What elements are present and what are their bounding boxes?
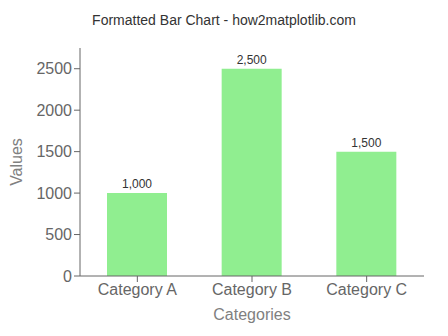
svg-text:500: 500 (45, 226, 72, 243)
svg-text:1,500: 1,500 (351, 136, 381, 150)
svg-text:Categories: Categories (213, 306, 290, 323)
svg-text:2,500: 2,500 (237, 53, 267, 67)
svg-text:Values: Values (8, 138, 25, 186)
svg-text:1500: 1500 (36, 143, 72, 160)
svg-text:Category A: Category A (98, 281, 177, 298)
svg-text:Category C: Category C (326, 281, 407, 298)
svg-text:0: 0 (63, 268, 72, 285)
svg-text:1000: 1000 (36, 185, 72, 202)
svg-text:2500: 2500 (36, 60, 72, 77)
svg-text:Category B: Category B (212, 281, 292, 298)
svg-text:1,000: 1,000 (122, 177, 152, 191)
html-text:Formatted Bar Chart - how2matp: Formatted Bar Chart - how2matplotlib.com (92, 12, 356, 28)
svg-text:2000: 2000 (36, 102, 72, 119)
